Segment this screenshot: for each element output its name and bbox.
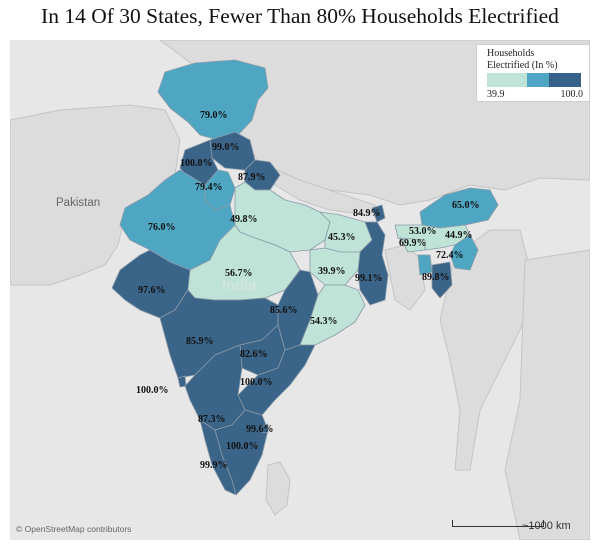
state-jammu-kashmir[interactable] bbox=[157, 59, 269, 141]
legend-min-label: 39.9 bbox=[487, 89, 505, 100]
state-andhra-pradesh[interactable] bbox=[237, 344, 316, 416]
map-title: In 14 Of 30 States, Fewer Than 80% House… bbox=[41, 4, 559, 28]
state-tamil-nadu[interactable] bbox=[214, 409, 269, 496]
scale-label: ~1000 km bbox=[522, 520, 571, 532]
legend-swatch-mid bbox=[527, 73, 549, 87]
label-puducherry: 99.6% bbox=[246, 424, 274, 435]
map-svg: Pakistan India 79.0% 99.0% 100.0% 87.9% … bbox=[10, 40, 590, 540]
state-odisha[interactable] bbox=[299, 284, 366, 346]
legend-max-label: 100.0 bbox=[560, 89, 584, 100]
state-manipur[interactable] bbox=[449, 234, 479, 271]
label-chhattisgarh: 85.6% bbox=[270, 305, 298, 316]
label-madhya-pradesh: 56.7% bbox=[225, 268, 253, 279]
legend-color-bar bbox=[487, 73, 581, 87]
label-kerala: 99.9% bbox=[200, 460, 228, 471]
label-telangana: 82.6% bbox=[240, 349, 268, 360]
label-arunachal-pradesh: 65.0% bbox=[452, 200, 480, 211]
label-rajasthan: 76.0% bbox=[148, 222, 176, 233]
label-karnataka: 87.3% bbox=[198, 414, 226, 425]
label-manipur: 72.4% bbox=[436, 250, 464, 261]
legend-swatch-high bbox=[549, 73, 581, 87]
nepal-land bbox=[271, 167, 376, 216]
label-jharkhand: 39.9% bbox=[318, 266, 346, 277]
india-label: India bbox=[222, 277, 257, 294]
label-tripura: 69.9% bbox=[399, 238, 427, 249]
label-maharashtra: 85.9% bbox=[186, 336, 214, 347]
legend-title-line2: Electrified (In %) bbox=[487, 60, 558, 71]
label-uttarakhand: 87.9% bbox=[238, 172, 266, 183]
label-assam: 44.9% bbox=[445, 230, 473, 241]
label-odisha: 54.3% bbox=[310, 316, 338, 327]
legend-title-line1: Households bbox=[487, 48, 535, 59]
label-bihar: 45.3% bbox=[328, 232, 356, 243]
state-west-bengal[interactable] bbox=[357, 221, 389, 306]
label-west-bengal: 99.1% bbox=[355, 273, 383, 284]
label-sikkim: 84.9% bbox=[353, 208, 381, 219]
map-canvas[interactable]: Pakistan India 79.0% 99.0% 100.0% 87.9% … bbox=[10, 40, 590, 540]
color-legend: Households Electrified (In %) 39.9 100.0 bbox=[476, 44, 590, 102]
label-himachal-pradesh: 99.0% bbox=[212, 142, 240, 153]
state-sikkim[interactable] bbox=[371, 204, 386, 223]
map-attribution[interactable]: © OpenStreetMap contributors bbox=[16, 524, 132, 534]
state-puducherry[interactable] bbox=[261, 423, 269, 434]
state-jharkhand[interactable] bbox=[309, 247, 361, 286]
label-gujarat: 97.6% bbox=[138, 285, 166, 296]
southeast-land bbox=[504, 249, 590, 540]
legend-swatch-low bbox=[487, 73, 527, 87]
label-uttar-pradesh: 49.8% bbox=[230, 214, 258, 225]
myanmar-land bbox=[439, 229, 531, 471]
scale-bar bbox=[452, 520, 544, 527]
state-meghalaya[interactable] bbox=[399, 237, 426, 253]
label-mizoram: 89.8% bbox=[422, 272, 450, 283]
pakistan-label: Pakistan bbox=[56, 197, 100, 209]
label-punjab: 100.0% bbox=[180, 158, 213, 169]
label-goa: 100.0% bbox=[136, 385, 169, 396]
label-tamil-nadu: 100.0% bbox=[226, 441, 259, 452]
label-meghalaya: 53.0% bbox=[409, 226, 437, 237]
label-andhra-pradesh: 100.0% bbox=[240, 377, 273, 388]
srilanka-land bbox=[265, 461, 291, 516]
legend-title: Households Electrified (In %) bbox=[487, 48, 558, 72]
label-haryana: 79.4% bbox=[195, 182, 223, 193]
state-mizoram[interactable] bbox=[431, 261, 453, 299]
label-jammu-kashmir: 79.0% bbox=[200, 110, 228, 121]
state-maharashtra[interactable] bbox=[159, 289, 279, 379]
